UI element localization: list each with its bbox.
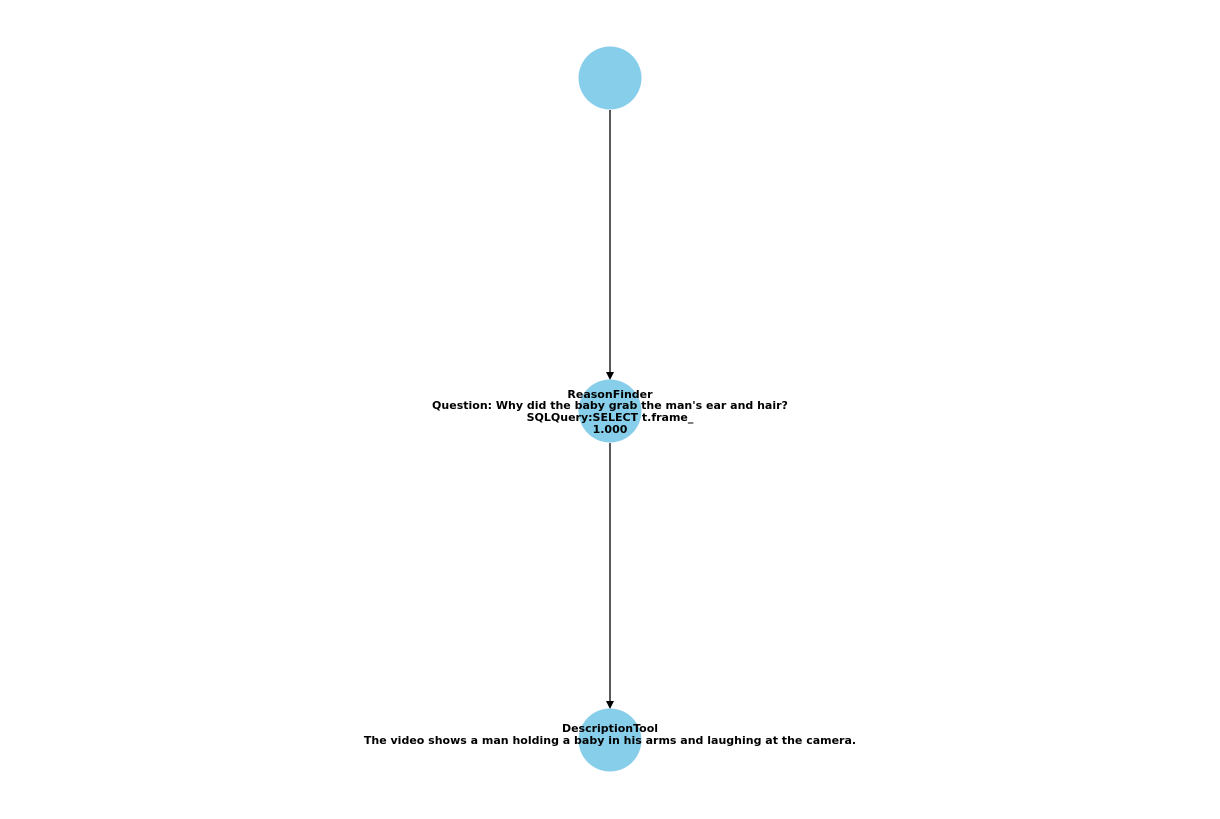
node-description-tool[interactable]: [578, 708, 642, 772]
edges: [606, 110, 614, 709]
node-labels: ReasonFinder Question: Why did the baby …: [364, 388, 856, 747]
arrowhead-reason-finder: [606, 372, 614, 380]
reason-finder-score: 1.000: [593, 423, 628, 436]
reason-finder-question: Question: Why did the baby grab the man'…: [432, 399, 788, 412]
node-reason-finder[interactable]: [578, 379, 642, 443]
node-root[interactable]: [578, 46, 642, 110]
arrowhead-description-tool: [606, 701, 614, 709]
reason-finder-title: ReasonFinder: [567, 388, 653, 401]
reason-finder-sql-query: SQLQuery:SELECT t.frame_: [527, 411, 694, 424]
nodes: [578, 46, 642, 772]
description-tool-description: The video shows a man holding a baby in …: [364, 734, 856, 747]
description-tool-title: DescriptionTool: [562, 722, 658, 735]
